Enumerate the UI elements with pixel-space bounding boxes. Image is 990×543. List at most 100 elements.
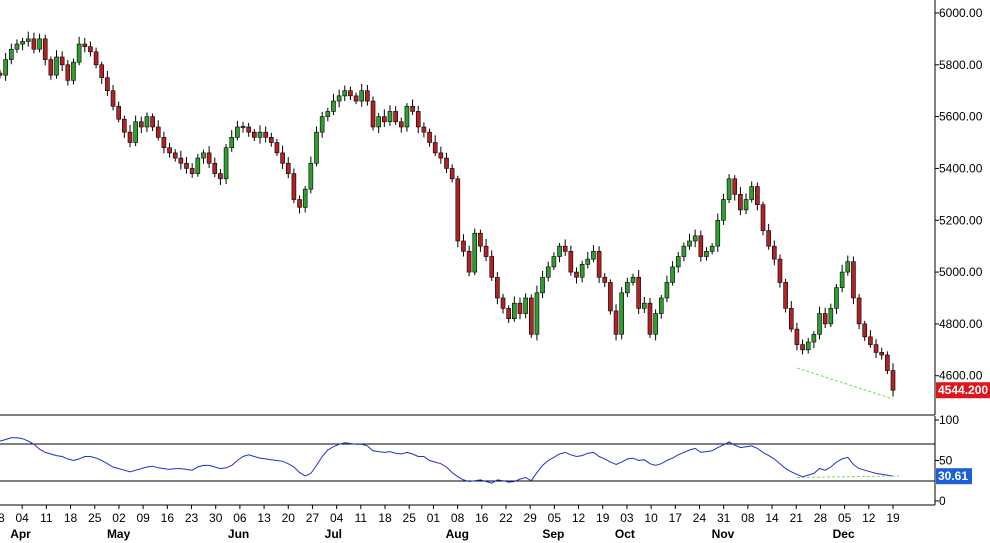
- time-tick-label: 03: [620, 511, 634, 525]
- candle-body: [811, 333, 817, 343]
- candle-body: [212, 162, 218, 174]
- time-tick-label: 19: [596, 511, 610, 525]
- candle-body: [240, 125, 246, 129]
- candle-body: [500, 297, 506, 309]
- candle-body: [788, 308, 794, 330]
- candle-body: [772, 245, 777, 260]
- candle-body: [229, 137, 235, 148]
- candle-body: [839, 271, 845, 288]
- candle-body: [562, 245, 568, 252]
- price-panel: [0, 31, 896, 400]
- candle-body: [749, 186, 755, 200]
- time-tick-label: 31: [717, 511, 731, 525]
- candle-body: [268, 137, 274, 143]
- price-tick-label: 5200.00: [939, 213, 983, 227]
- candle-body: [133, 121, 138, 143]
- candle-body: [444, 157, 449, 169]
- candle-body: [449, 168, 455, 180]
- candle-body: [370, 100, 376, 128]
- time-tick-label: 08: [741, 511, 755, 525]
- time-tick-label: 01: [427, 511, 441, 525]
- candle-body: [138, 121, 144, 128]
- candle-body: [280, 152, 285, 164]
- candle-body: [291, 173, 297, 200]
- candle-body: [760, 204, 766, 231]
- time-tick-label: 28: [814, 511, 828, 525]
- candle-body: [65, 64, 71, 81]
- time-tick-label: 11: [355, 511, 368, 525]
- candle-body: [478, 232, 483, 247]
- candle-body: [528, 297, 534, 335]
- candle-body: [438, 152, 444, 159]
- candle-body: [664, 282, 670, 299]
- candle-body: [783, 282, 788, 309]
- candle-body: [822, 313, 828, 325]
- candle-body: [534, 292, 540, 335]
- time-tick-label: 20: [282, 511, 296, 525]
- candle-body: [285, 162, 291, 174]
- candle-body: [257, 131, 263, 138]
- month-label: Nov: [712, 527, 735, 541]
- candle-body: [302, 188, 308, 208]
- time-tick-label: 23: [185, 511, 199, 525]
- candle-body: [246, 126, 251, 133]
- candle-body: [161, 137, 167, 148]
- time-tick-label: 14: [765, 511, 779, 525]
- last-price-tag: [936, 382, 990, 399]
- time-tick-label: 25: [403, 511, 417, 525]
- candle-body: [591, 251, 596, 260]
- time-tick-label: 12: [572, 511, 586, 525]
- candle-body: [376, 116, 381, 128]
- candle-body: [873, 344, 879, 353]
- rsi-line: [0, 437, 894, 484]
- candle-body: [613, 310, 619, 335]
- candle-body: [336, 95, 342, 102]
- candle-body: [461, 240, 466, 252]
- time-tick-label: 28: [0, 511, 5, 525]
- candle-body: [365, 90, 370, 102]
- candle-body: [642, 302, 647, 309]
- time-tick-label: 08: [451, 511, 465, 525]
- candle-body: [653, 313, 658, 335]
- candle-body: [37, 38, 42, 50]
- candle-body: [545, 266, 551, 278]
- candle-body: [382, 116, 387, 123]
- price-trendline: [796, 367, 894, 400]
- candle-body: [868, 336, 873, 345]
- candle-body: [184, 162, 189, 169]
- candle-body: [167, 147, 172, 154]
- price-tick-label: 5000.00: [939, 265, 983, 279]
- candle-body: [658, 297, 664, 314]
- last-price-label: 4544.200: [938, 383, 988, 397]
- candle-body: [726, 178, 732, 200]
- candle-body: [99, 64, 105, 79]
- candle-body: [319, 116, 325, 133]
- candle-body: [398, 121, 404, 128]
- candle-body: [3, 59, 8, 76]
- rsi-value-label: 30.61: [938, 469, 968, 483]
- candle-body: [506, 308, 511, 320]
- candle-body: [172, 152, 178, 159]
- time-tick-label: 22: [499, 511, 513, 525]
- time-tick-label: 19: [886, 511, 900, 525]
- candle-body: [885, 354, 890, 371]
- candle-body: [879, 352, 884, 356]
- candle-body: [828, 308, 834, 325]
- candle-body: [421, 126, 427, 133]
- candle-body: [709, 245, 715, 252]
- candle-body: [483, 245, 489, 257]
- time-tick-label: 25: [88, 511, 102, 525]
- candle-body: [353, 95, 359, 102]
- candle-body: [342, 90, 348, 97]
- candle-body: [856, 297, 862, 325]
- candle-body: [692, 235, 698, 242]
- candle-body: [359, 90, 365, 102]
- candle-body: [105, 77, 110, 91]
- time-tick-label: 24: [693, 511, 707, 525]
- axes: 6000.00 5800.00 5600.00 5400.00 5200.00 5000.…: [0, 6, 990, 541]
- time-tick-label: 11: [40, 511, 53, 525]
- candle-body: [834, 287, 839, 309]
- candle-body: [636, 276, 641, 309]
